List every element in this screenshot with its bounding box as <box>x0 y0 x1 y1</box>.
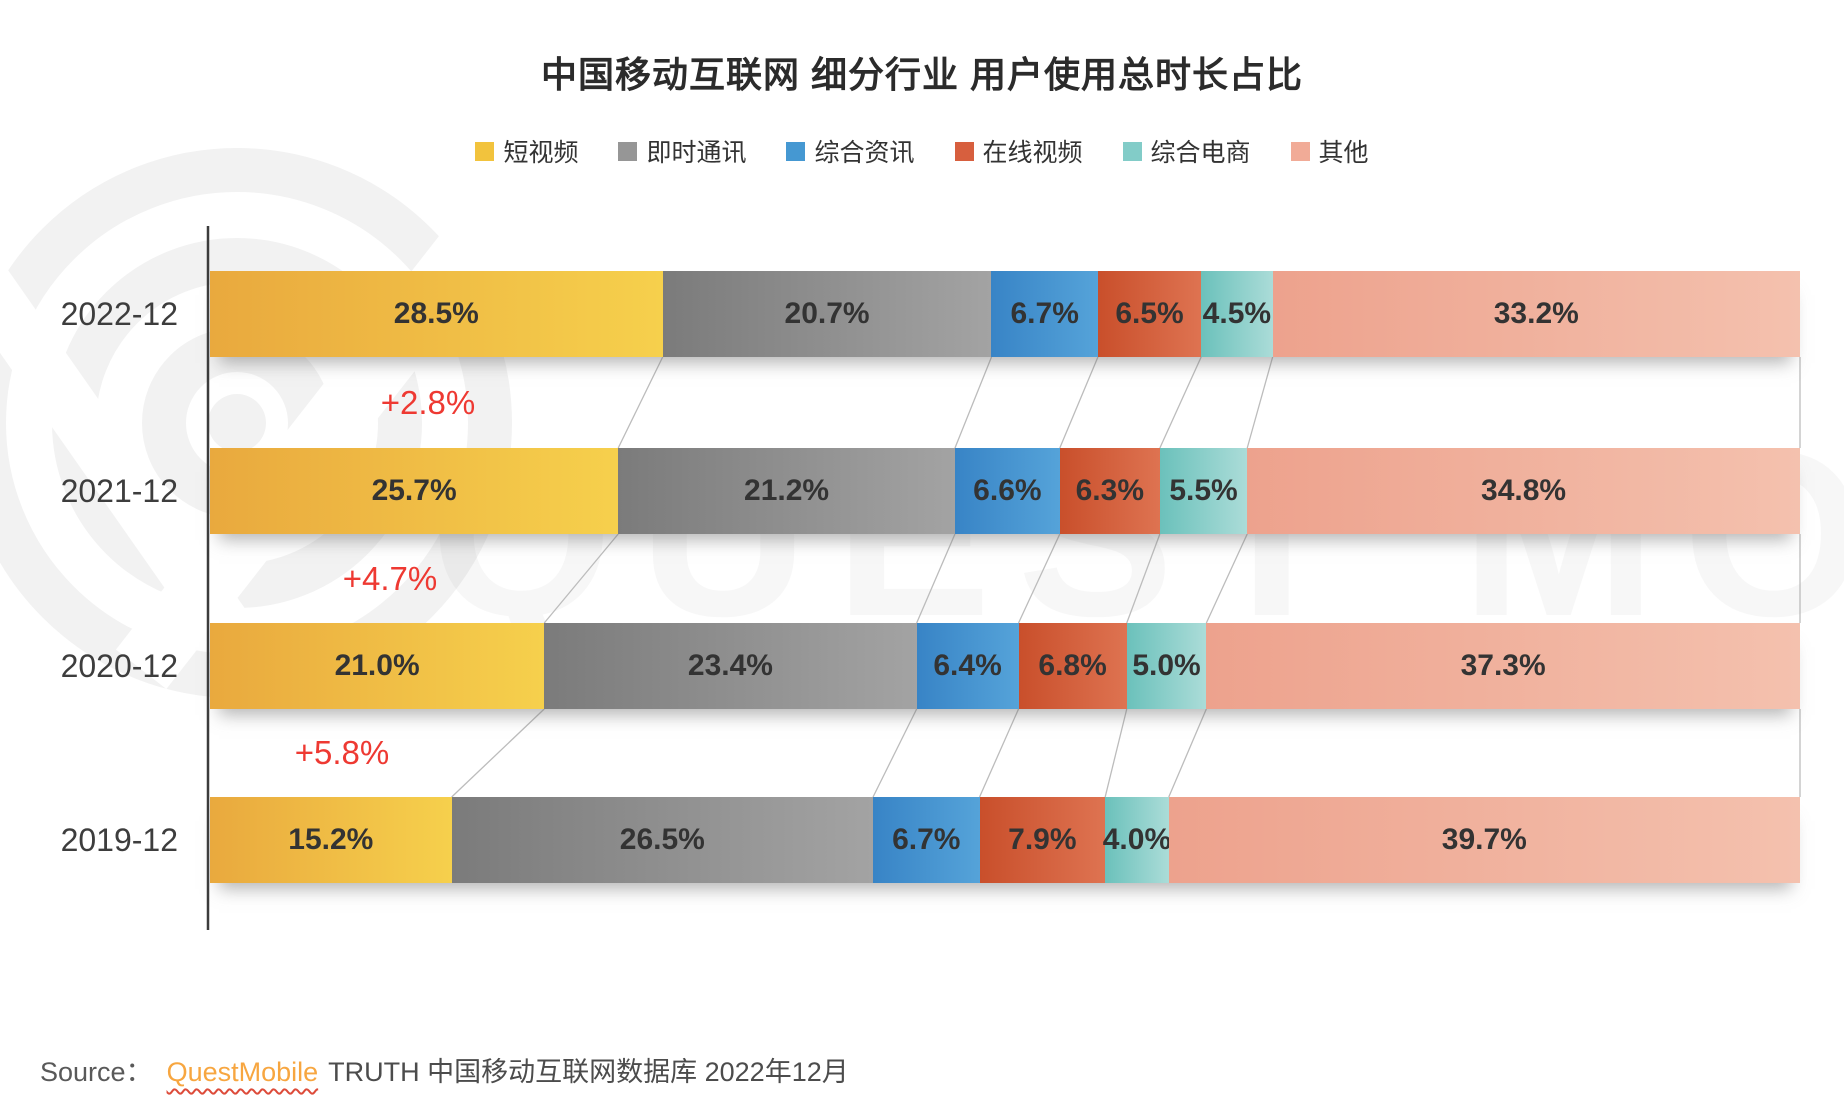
legend-item: 其他 <box>1290 133 1369 169</box>
legend-label: 综合电商 <box>1150 139 1251 167</box>
bar-segment: 6.6% <box>954 448 1060 534</box>
legend-label: 在线视频 <box>982 139 1083 167</box>
connector-line <box>1168 708 1207 798</box>
connector-line <box>1059 356 1099 449</box>
legend-label: 综合资讯 <box>814 139 915 167</box>
questmobile-link[interactable]: QuestMobile <box>166 1057 319 1087</box>
year-label: 2020-12 <box>60 647 178 684</box>
connector-line <box>872 708 918 798</box>
year-label: 2021-12 <box>60 472 178 509</box>
connector-line <box>916 533 956 624</box>
legend-swatch-icon <box>954 141 974 161</box>
bar-segment: 4.0% <box>1103 797 1171 883</box>
bar-segment: 6.8% <box>1018 623 1127 709</box>
legend-item: 综合资讯 <box>786 133 915 169</box>
delta-annotation: +4.7% <box>342 559 438 597</box>
connector-line <box>978 708 1020 798</box>
source-line: Source： QuestMobile TRUTH 中国移动互联网数据库 2022年… <box>40 1050 849 1089</box>
connector-line <box>1104 708 1128 798</box>
bar-segment: 28.5% <box>210 271 663 357</box>
bar-segment: 33.2% <box>1272 271 1800 357</box>
bar-row: 21.0% 23.4% 6.4% 6.8% 5.0% 37.3% <box>210 623 1800 709</box>
bar-segment: 7.9% <box>979 797 1106 883</box>
bar-segment: 20.7% <box>662 271 992 357</box>
legend-item: 短视频 <box>475 133 578 169</box>
bar-segment: 5.0% <box>1126 623 1207 709</box>
legend-label: 其他 <box>1318 139 1369 167</box>
legend-item: 在线视频 <box>954 133 1083 169</box>
connector-line <box>543 533 619 624</box>
connector-line <box>1205 533 1248 624</box>
bar-row: 25.7% 21.2% 6.6% 6.3% 5.5% 34.8% <box>210 448 1800 534</box>
legend-swatch-icon <box>786 141 806 161</box>
source-suffix: TRUTH 中国移动互联网数据库 2022年12月 <box>328 1057 849 1087</box>
bar-segment: 6.5% <box>1097 271 1202 357</box>
source-prefix: Source： <box>40 1057 153 1087</box>
legend-swatch-icon <box>1122 141 1142 161</box>
watermark-logo-dot <box>208 394 266 452</box>
legend-swatch-icon <box>475 141 495 161</box>
legend-swatch-icon <box>618 141 638 161</box>
legend-item: 综合电商 <box>1122 133 1251 169</box>
connector-line <box>451 708 545 798</box>
bar-segment: 26.5% <box>451 797 874 883</box>
bar-segment: 6.7% <box>991 271 1098 357</box>
bar-segment: 21.2% <box>618 448 955 534</box>
bar-segment: 34.8% <box>1247 448 1800 534</box>
connector-line <box>1017 533 1061 624</box>
bar-segment: 23.4% <box>544 623 917 709</box>
bar-row: 28.5% 20.7% 6.7% 6.5% 4.5% 33.2% <box>210 271 1800 357</box>
legend-label: 短视频 <box>503 139 579 167</box>
legend: 短视频 即时通讯 综合资讯 在线视频 综合电商 其他 <box>0 133 1844 169</box>
legend-item: 即时通讯 <box>618 133 746 169</box>
bar-segment: 4.5% <box>1201 271 1273 357</box>
connector-line <box>1159 356 1202 449</box>
bar-segment: 6.3% <box>1059 448 1160 534</box>
delta-annotation: +5.8% <box>294 734 390 771</box>
bar-row: 15.2% 26.5% 6.7% 7.9% 4.0% 39.7% <box>210 797 1800 883</box>
bar-segment: 6.4% <box>916 623 1019 709</box>
connector-line <box>1246 356 1274 449</box>
legend-label: 即时通讯 <box>646 139 747 167</box>
year-label: 2022-12 <box>60 295 178 332</box>
bar-segment: 21.0% <box>210 623 545 709</box>
legend-swatch-icon <box>1290 141 1310 161</box>
bar-segment: 37.3% <box>1206 623 1800 709</box>
bar-segment: 5.5% <box>1159 448 1248 534</box>
bar-segment: 25.7% <box>210 448 619 534</box>
bar-segment: 15.2% <box>210 797 452 883</box>
delta-annotation: +2.8% <box>380 383 476 421</box>
connector-line <box>1126 533 1161 624</box>
connector-line <box>617 356 664 449</box>
year-label: 2019-12 <box>60 821 178 858</box>
bar-segment: 6.7% <box>873 797 980 883</box>
connector-line <box>954 356 993 449</box>
chart-title: 中国移动互联网 细分行业 用户使用总时长占比 <box>540 54 1303 95</box>
bar-segment: 39.7% <box>1168 797 1800 883</box>
